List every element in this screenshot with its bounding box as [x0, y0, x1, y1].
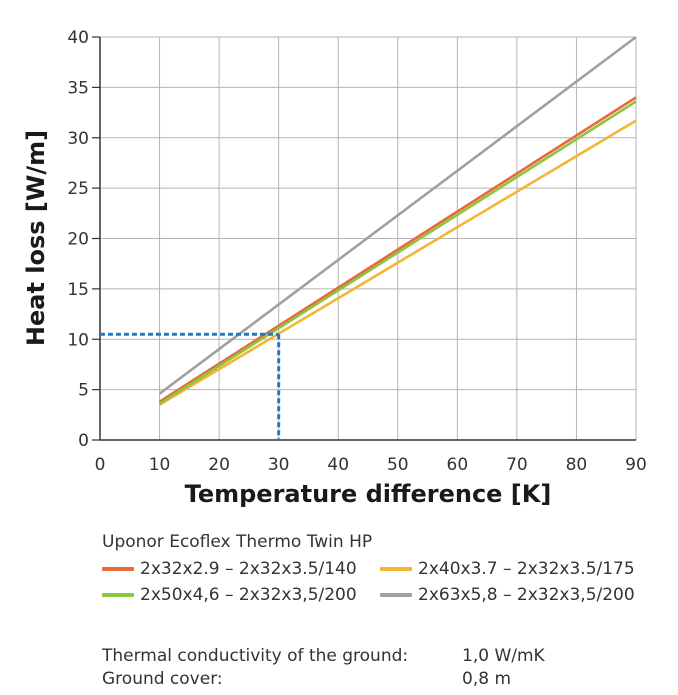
y-tick-label: 30 — [67, 129, 89, 149]
legend-swatch-yellow — [380, 567, 412, 571]
info-label: Thermal conductivity of the ground: — [102, 646, 409, 666]
y-tick-label: 20 — [67, 230, 89, 250]
y-tick-label: 35 — [67, 78, 89, 98]
legend: Uponor Ecoflex Thermo Twin HP 2x32x2.9 –… — [102, 530, 662, 606]
y-tick-label: 25 — [67, 179, 89, 199]
series-line-3 — [158, 100, 637, 405]
info-value: 1,0 W/mK — [462, 646, 545, 666]
x-axis-title: Temperature difference [K] — [185, 480, 552, 508]
info-row-conductivity: Thermal conductivity of the ground: 1,0 … — [102, 645, 545, 668]
axes — [92, 36, 636, 441]
legend-item-2x32: 2x32x2.9 – 2x32x3.5/140 — [102, 558, 380, 580]
legend-label: 2x50x4,6 – 2x32x3,5/200 — [140, 585, 357, 605]
legend-swatch-orange — [102, 567, 134, 571]
series-line-2 — [158, 119, 637, 406]
legend-item-2x40: 2x40x3.7 – 2x32x3.5/175 — [380, 558, 650, 580]
legend-label: 2x63x5,8 – 2x32x3,5/200 — [418, 585, 635, 605]
info-label: Ground cover: — [102, 669, 223, 689]
ground-info: Thermal conductivity of the ground: 1,0 … — [102, 645, 545, 691]
x-tick-label: 70 — [506, 455, 528, 475]
y-tick-label: 15 — [67, 280, 89, 300]
legend-swatch-green — [102, 593, 134, 597]
x-tick-label: 40 — [327, 455, 349, 475]
y-tick-label: 10 — [67, 330, 89, 350]
x-tick-label: 0 — [95, 455, 106, 475]
x-tick-label: 30 — [268, 455, 290, 475]
tick-labels: 0 10 20 30 40 50 60 70 80 90 0 5 10 15 20 25 30 35 40 — [67, 28, 646, 475]
info-row-ground-cover: Ground cover: 0,8 m — [102, 668, 545, 691]
reference-lines — [100, 332, 281, 440]
legend-title: Uponor Ecoflex Thermo Twin HP — [102, 532, 373, 552]
x-tick-label: 10 — [149, 455, 171, 475]
legend-label: 2x32x2.9 – 2x32x3.5/140 — [140, 559, 357, 579]
x-tick-label: 80 — [566, 455, 588, 475]
legend-item-2x63: 2x63x5,8 – 2x32x3,5/200 — [380, 584, 650, 606]
y-tick-label: 5 — [78, 381, 89, 401]
x-tick-label: 50 — [387, 455, 409, 475]
y-tick-label: 0 — [78, 431, 89, 451]
y-axis-title: Heat loss [W/m] — [22, 130, 50, 346]
info-value: 0,8 m — [462, 669, 511, 689]
legend-swatch-gray — [380, 593, 412, 597]
legend-label: 2x40x3.7 – 2x32x3.5/175 — [418, 559, 635, 579]
heat-loss-chart: 0 10 20 30 40 50 60 70 80 90 0 5 10 15 20 25 30 35 40 Temp… — [22, 28, 647, 508]
x-tick-label: 20 — [208, 455, 230, 475]
x-tick-label: 90 — [625, 455, 647, 475]
y-tick-label: 40 — [67, 28, 89, 48]
x-tick-label: 60 — [447, 455, 469, 475]
series-line-1 — [158, 96, 637, 403]
legend-item-2x50: 2x50x4,6 – 2x32x3,5/200 — [102, 584, 380, 606]
legend-items: 2x32x2.9 – 2x32x3.5/140 2x40x3.7 – 2x32x… — [102, 558, 662, 606]
